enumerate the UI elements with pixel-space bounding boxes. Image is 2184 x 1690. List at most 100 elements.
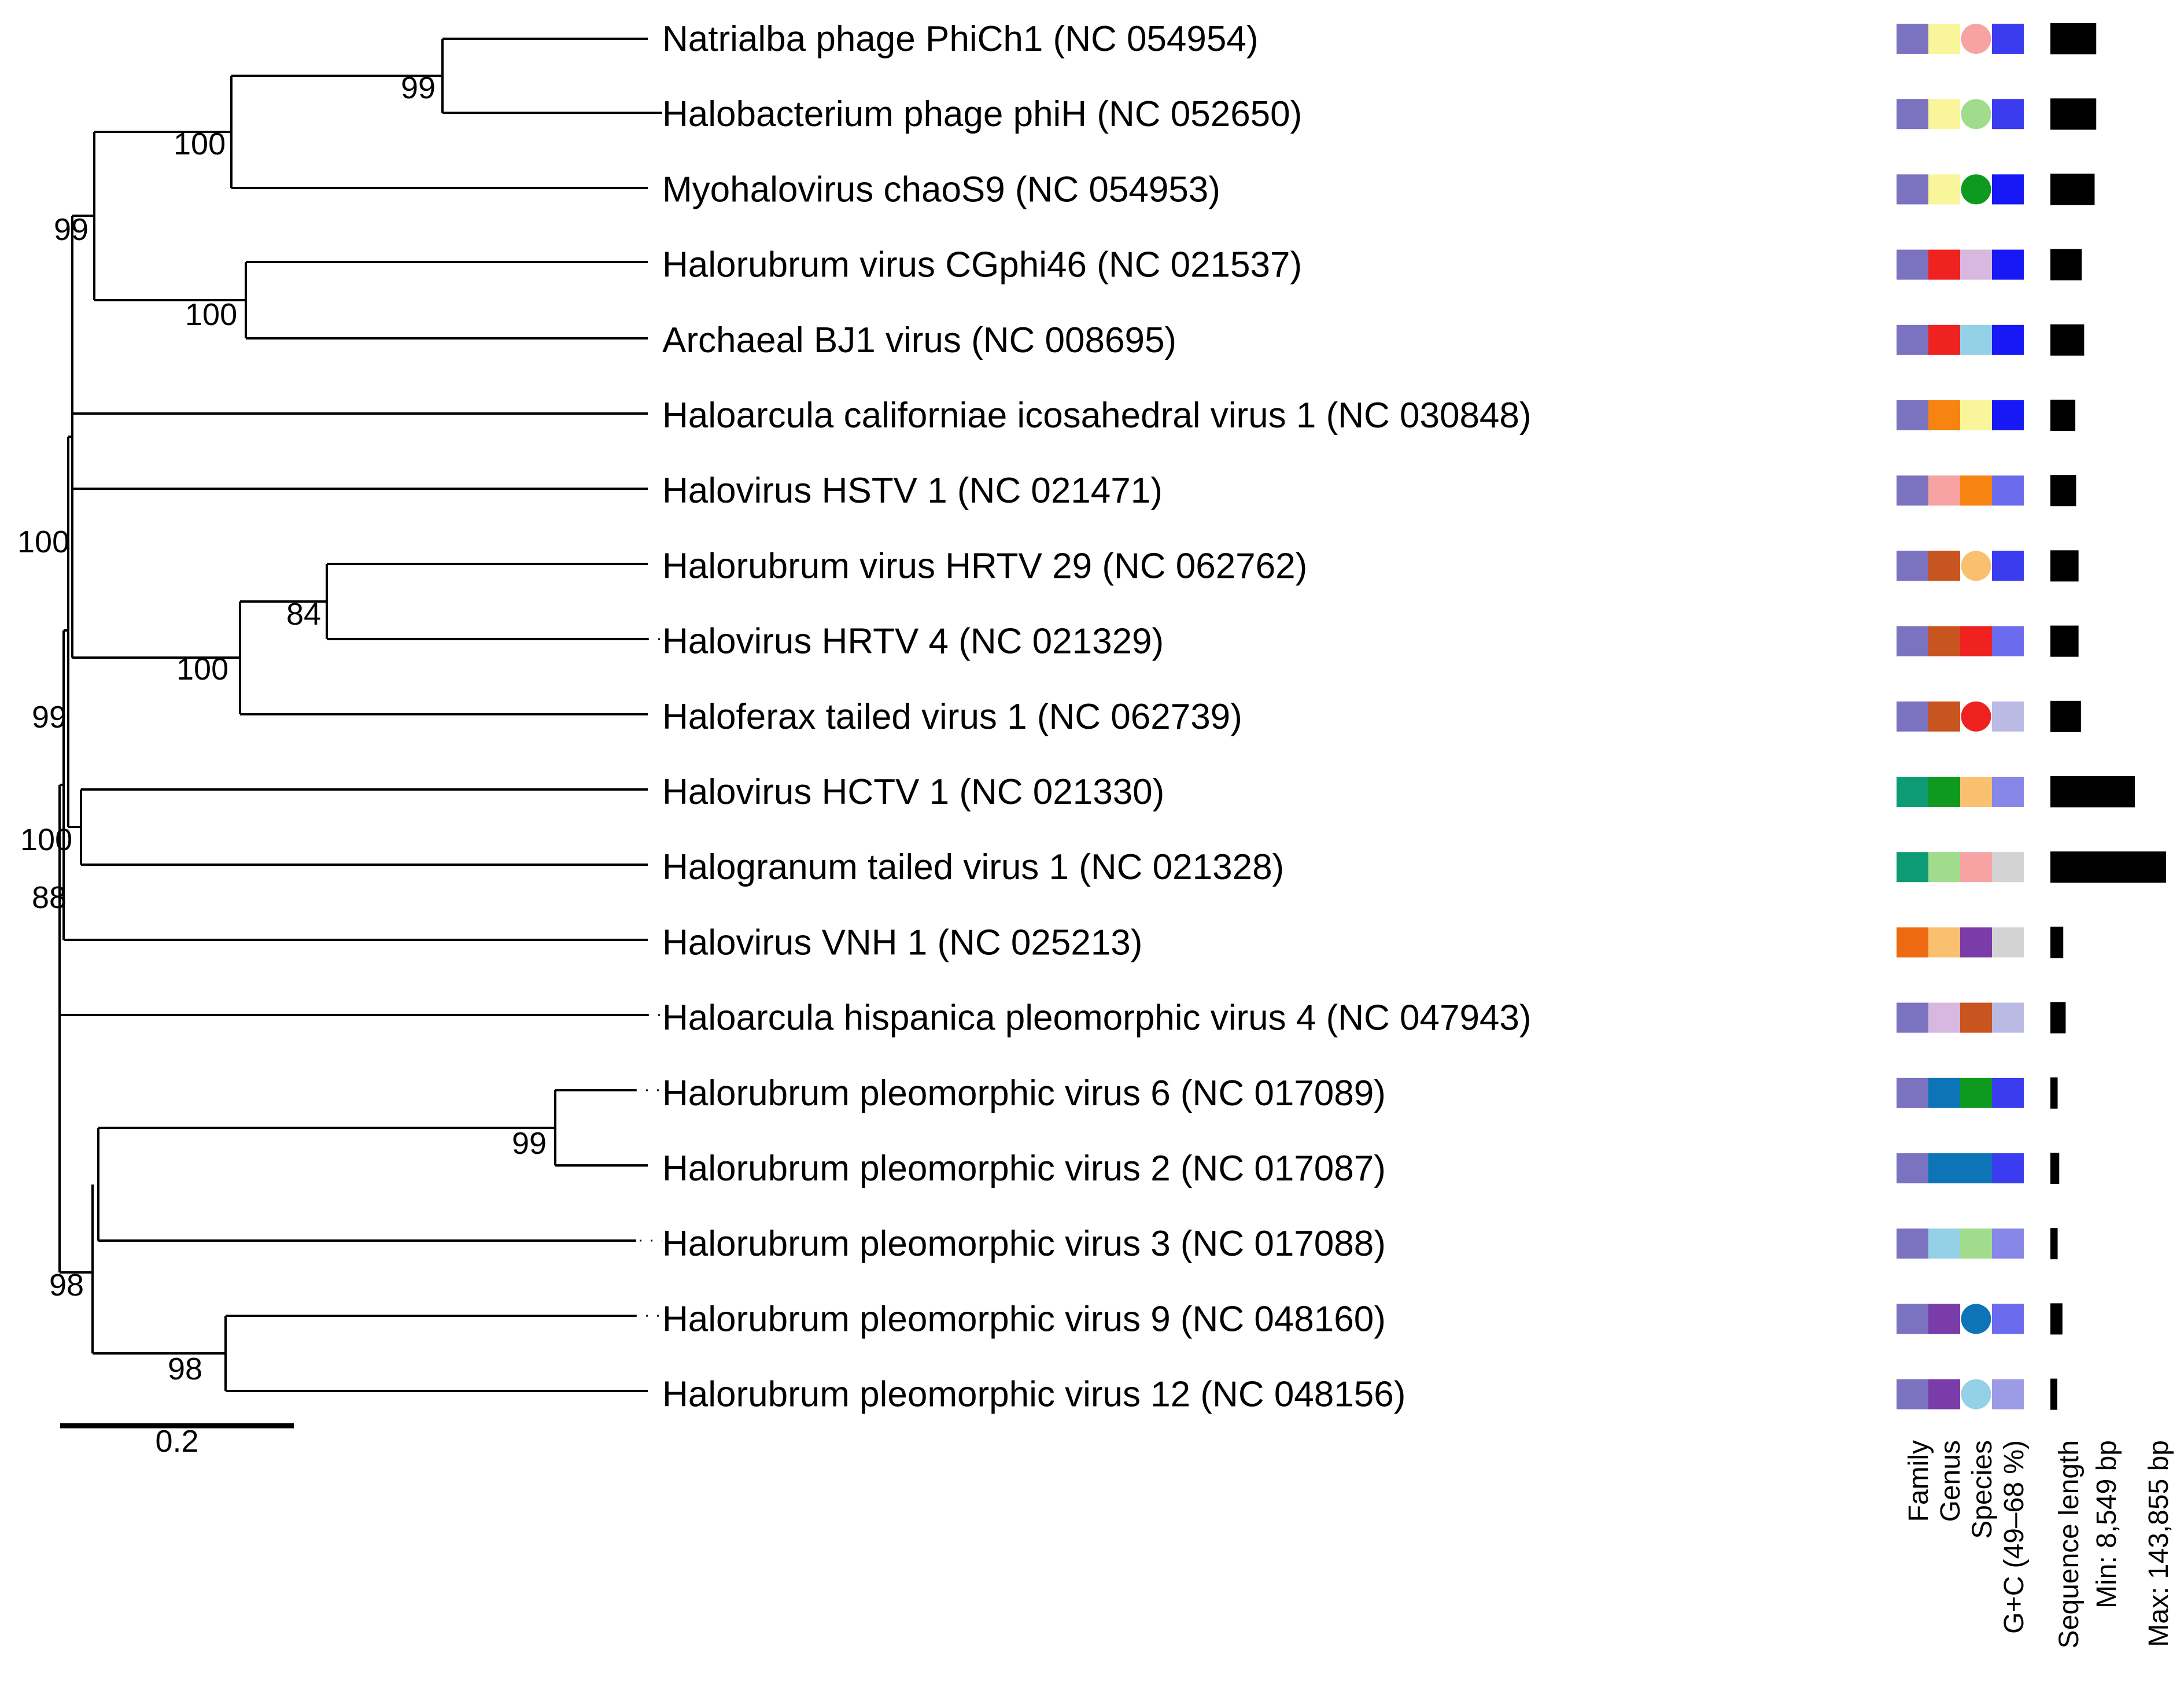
species-cell — [1960, 852, 1992, 883]
branch-hcv1-hstv1 — [72, 412, 648, 490]
sequence-length-bar — [2050, 400, 2076, 431]
genus-cell — [1928, 777, 1960, 807]
sequence-length-bar — [2050, 927, 2064, 958]
species-cell — [1961, 1379, 1991, 1409]
species-cell — [1960, 1078, 1992, 1108]
species-cell — [1960, 249, 1992, 280]
tip-label: Haloarcula hispanica pleomorphic virus 4… — [662, 998, 1532, 1038]
family-cell — [1897, 852, 1928, 883]
tip-label: Halobacterium phage phiH (NC 052650) — [662, 94, 1302, 134]
sequence-length-bar — [2050, 1303, 2063, 1335]
family-cell — [1897, 1078, 1928, 1108]
column-label-species: Species — [1967, 1440, 1998, 1539]
gc-cell — [1992, 1002, 2024, 1033]
sequence-length-bar — [2050, 249, 2082, 281]
branch-hctv1-halogranum — [80, 788, 648, 866]
genus-cell — [1928, 1153, 1960, 1183]
gc-cell — [1992, 1078, 2024, 1108]
gc-cell — [1992, 400, 2024, 430]
branch-myohalovirus-clade — [230, 75, 648, 189]
tip-label: Halorubrum virus HRTV 29 (NC 062762) — [662, 546, 1307, 586]
bootstrap-value: 100 — [17, 525, 69, 559]
genus-cell — [1928, 1078, 1960, 1108]
gc-cell — [1992, 551, 2024, 581]
family-cell — [1897, 551, 1928, 581]
family-cell — [1897, 24, 1928, 54]
sequence-length-bar — [2050, 851, 2166, 883]
family-cell — [1897, 777, 1928, 807]
column-headers: Family Genus Species G+C (49–68 %) Seque… — [1903, 1440, 2174, 1648]
sequence-length-bar — [2050, 324, 2085, 356]
gc-cell — [1992, 1379, 2024, 1409]
family-cell — [1897, 1002, 1928, 1033]
family-cell — [1897, 99, 1928, 130]
species-cell — [1961, 1304, 1991, 1334]
sequence-length-bar — [2050, 1077, 2058, 1109]
family-cell — [1897, 1153, 1928, 1183]
tip-labels: Natrialba phage PhiCh1 (NC 054954) Haloba… — [662, 19, 1532, 1415]
branch-cgphi46-bj1 — [245, 261, 648, 340]
family-cell — [1897, 1379, 1928, 1409]
genus-cell — [1928, 927, 1960, 958]
species-cell — [1960, 324, 1992, 355]
bootstrap-value: 99 — [54, 212, 88, 247]
genus-cell — [1928, 852, 1960, 883]
genus-cell — [1928, 174, 1960, 205]
genus-cell — [1928, 99, 1960, 130]
gc-cell — [1992, 626, 2024, 656]
column-label-max-length: Max: 143,855 bp — [2144, 1440, 2174, 1647]
column-label-genus: Genus — [1935, 1440, 1966, 1522]
species-cell — [1960, 1153, 1992, 1183]
gc-cell — [1992, 852, 2024, 883]
column-label-family: Family — [1903, 1440, 1934, 1522]
scale-bar: 0.2 — [60, 1423, 294, 1459]
genus-cell — [1928, 324, 1960, 355]
bootstrap-value: 88 — [32, 880, 67, 915]
branch-hrpv9-hrpv12 — [224, 1315, 648, 1392]
sequence-length-bar — [2050, 98, 2097, 130]
bootstrap-value: 100 — [185, 297, 237, 332]
species-cell — [1961, 174, 1991, 205]
tree-branches — [58, 38, 662, 1392]
sequence-length-bar — [2050, 1228, 2058, 1260]
family-cell — [1897, 1228, 1928, 1259]
species-cell — [1961, 551, 1991, 581]
gc-cell — [1992, 24, 2024, 54]
tip-label: Myohalovirus chaoS9 (NC 054953) — [662, 169, 1220, 209]
sequence-length-bar — [2050, 23, 2097, 54]
tip-label: Halorubrum pleomorphic virus 9 (NC 04816… — [662, 1299, 1386, 1339]
bootstrap-value: 100 — [174, 127, 226, 161]
branch-clade-1-10 — [71, 215, 240, 659]
bootstrap-value: 100 — [176, 652, 228, 687]
branch-phich1-phih — [441, 38, 662, 114]
tip-label: Halovirus HSTV 1 (NC 021471) — [662, 471, 1163, 511]
sequence-length-bar — [2050, 625, 2079, 657]
branch-hrpv-2-3-6 — [97, 1127, 636, 1242]
genus-cell — [1928, 1002, 1960, 1033]
gc-cell — [1992, 701, 2024, 732]
scale-bar-label: 0.2 — [155, 1424, 198, 1459]
species-cell — [1960, 400, 1992, 430]
tip-label: Halovirus VNH 1 (NC 025213) — [662, 923, 1142, 962]
bootstrap-value: 98 — [168, 1352, 202, 1386]
tip-label: Halorubrum pleomorphic virus 2 (NC 01708… — [662, 1149, 1386, 1189]
gc-cell — [1992, 1304, 2024, 1334]
sequence-length-bar — [2050, 1378, 2057, 1410]
family-cell — [1897, 174, 1928, 205]
bootstrap-value: 99 — [401, 71, 436, 105]
branch-hhpv4 — [58, 784, 648, 1016]
gc-cell — [1992, 927, 2024, 958]
genus-cell — [1928, 1304, 1960, 1334]
tip-label: Natrialba phage PhiCh1 (NC 054954) — [662, 19, 1259, 59]
family-cell — [1897, 701, 1928, 732]
tip-label: Halogranum tailed virus 1 (NC 021328) — [662, 847, 1284, 887]
species-cell — [1960, 475, 1992, 506]
branch-hrtv29-hrtv4 — [326, 563, 648, 640]
gc-cell — [1992, 777, 2024, 807]
tip-label: Archaeal BJ1 virus (NC 008695) — [662, 320, 1176, 360]
tip-label: Halorubrum pleomorphic virus 6 (NC 01708… — [662, 1073, 1386, 1113]
bootstrap-value: 100 — [20, 822, 72, 857]
sequence-length-bar — [2050, 550, 2079, 582]
column-label-gc: G+C (49–68 %) — [1999, 1440, 2030, 1634]
